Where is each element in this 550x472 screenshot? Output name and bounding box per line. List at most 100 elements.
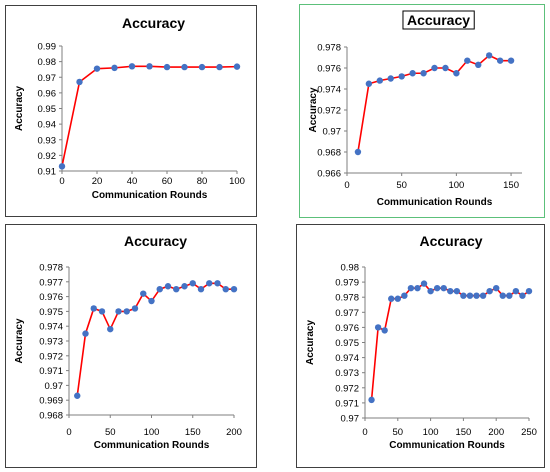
data-point — [111, 64, 118, 72]
data-point — [398, 73, 405, 80]
chart-title: Accuracy — [407, 12, 470, 28]
x-axis-label: Communication Rounds — [92, 190, 208, 201]
y-tick-label: 0.972 — [335, 383, 359, 394]
x-tick-label: 100 — [423, 427, 439, 438]
data-point — [376, 77, 384, 84]
y-tick-label: 0.94 — [38, 120, 57, 131]
data-point — [123, 308, 130, 315]
x-tick-label: 80 — [197, 176, 208, 187]
data-point — [473, 292, 480, 299]
data-point — [368, 396, 375, 404]
data-point — [58, 163, 66, 170]
data-point — [354, 148, 362, 156]
series-line — [76, 282, 234, 396]
data-point — [365, 80, 373, 87]
x-tick-label: 150 — [503, 180, 519, 191]
y-tick-label: 0.976 — [39, 292, 63, 303]
chart-panel-2: Accuracy 0.966 0.968 0.97 0.972 0.974 0.976 0.9… — [299, 4, 545, 218]
chart-panel-3: Accuracy 0.968 0.969 0.97 0.971 0.972 0.973 0.9… — [5, 224, 257, 468]
y-tick-label: 0.974 — [317, 85, 341, 96]
data-point — [493, 284, 500, 292]
data-point — [506, 292, 513, 299]
data-point — [496, 57, 504, 64]
data-point — [427, 287, 434, 295]
data-point — [381, 327, 388, 334]
y-tick-label: 0.974 — [335, 353, 359, 364]
y-tick-label: 0.92 — [38, 151, 57, 162]
y-tick-label: 0.97 — [323, 127, 342, 138]
y-tick-label: 0.977 — [335, 308, 359, 319]
data-point — [466, 292, 474, 299]
data-point — [222, 286, 229, 293]
data-point — [387, 75, 394, 82]
data-point — [453, 70, 460, 77]
data-point — [440, 284, 447, 292]
data-point — [433, 284, 441, 292]
y-tick-label: 0.975 — [335, 338, 359, 349]
y-axis-label: Accuracy — [305, 320, 316, 365]
x-tick-label: 150 — [455, 427, 471, 438]
y-tick-label: 0.973 — [39, 337, 63, 348]
data-point — [93, 65, 101, 72]
data-point — [394, 295, 401, 302]
data-point — [479, 292, 487, 299]
data-point — [464, 57, 471, 64]
y-tick-label: 0.968 — [317, 148, 341, 159]
data-point — [163, 63, 171, 71]
data-point — [197, 286, 205, 293]
y-tick-label: 0.968 — [39, 411, 63, 422]
y-tick-label: 0.978 — [317, 43, 341, 54]
data-point — [453, 287, 461, 295]
x-tick-label: 200 — [226, 427, 242, 438]
data-point — [189, 280, 196, 287]
x-tick-label: 40 — [127, 176, 138, 187]
x-tick-label: 150 — [185, 427, 201, 438]
data-point — [214, 280, 221, 287]
data-point — [148, 297, 155, 305]
x-axis-label: Communication Rounds — [377, 197, 493, 208]
y-tick-label: 0.96 — [38, 88, 57, 99]
data-point — [74, 392, 81, 399]
y-tick-label: 0.977 — [39, 277, 63, 288]
data-point — [507, 57, 515, 64]
y-tick-label: 0.97 — [341, 414, 360, 425]
data-point — [131, 305, 139, 312]
data-point — [407, 284, 415, 292]
data-point — [128, 63, 136, 70]
chart-4: Accuracy 0.97 0.971 0.972 0.973 0.974 0.975 0.9… — [305, 233, 537, 451]
y-tick-label: 0.93 — [38, 135, 57, 146]
data-point — [409, 70, 416, 77]
x-tick-label: 60 — [162, 176, 173, 187]
chart-2: Accuracy 0.966 0.968 0.97 0.972 0.974 0.976 0.9… — [308, 10, 522, 208]
data-point — [420, 70, 427, 77]
y-tick-label: 0.979 — [335, 278, 359, 289]
data-point — [401, 292, 408, 299]
x-axis-label: Communication Rounds — [94, 440, 210, 451]
chart-title: Accuracy — [122, 15, 185, 31]
y-tick-label: 0.98 — [341, 263, 360, 274]
data-point — [414, 284, 421, 292]
data-point — [388, 295, 395, 302]
x-tick-label: 200 — [488, 427, 504, 438]
y-tick-label: 0.97 — [38, 73, 57, 84]
y-tick-label: 0.91 — [38, 167, 57, 178]
y-tick-label: 0.971 — [335, 398, 359, 409]
y-tick-label: 0.969 — [39, 396, 63, 407]
data-point — [233, 63, 241, 70]
y-tick-label: 0.978 — [39, 263, 63, 274]
x-tick-label: 0 — [66, 427, 71, 438]
data-point — [156, 286, 163, 293]
y-tick-label: 0.971 — [39, 366, 63, 377]
series-line — [61, 65, 238, 167]
y-tick-label: 0.98 — [38, 57, 57, 68]
data-point — [475, 61, 482, 69]
data-point — [374, 324, 382, 331]
data-point — [198, 63, 206, 71]
data-point — [90, 305, 97, 312]
data-point — [499, 292, 506, 299]
x-tick-label: 100 — [448, 180, 464, 191]
data-point — [230, 286, 238, 293]
data-point — [460, 292, 467, 299]
y-tick-label: 0.975 — [39, 307, 63, 318]
y-tick-label: 0.973 — [335, 368, 359, 379]
